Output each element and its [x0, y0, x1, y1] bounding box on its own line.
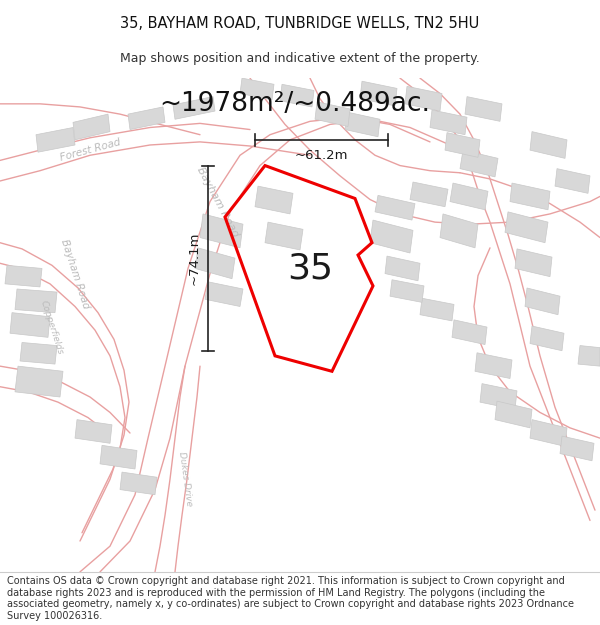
Polygon shape — [440, 214, 478, 248]
Text: ~1978m²/~0.489ac.: ~1978m²/~0.489ac. — [160, 91, 431, 117]
Text: Contains OS data © Crown copyright and database right 2021. This information is : Contains OS data © Crown copyright and d… — [7, 576, 574, 621]
Polygon shape — [173, 97, 215, 119]
Polygon shape — [505, 212, 548, 243]
Polygon shape — [480, 384, 517, 409]
Polygon shape — [530, 419, 567, 446]
Polygon shape — [530, 132, 567, 158]
Polygon shape — [555, 169, 590, 193]
Polygon shape — [370, 220, 413, 253]
Text: ~74.1m: ~74.1m — [187, 231, 200, 285]
Polygon shape — [390, 280, 424, 302]
Polygon shape — [73, 114, 110, 140]
Polygon shape — [460, 150, 498, 177]
Polygon shape — [495, 401, 532, 428]
Polygon shape — [560, 436, 594, 461]
Text: ~61.2m: ~61.2m — [295, 149, 348, 162]
Polygon shape — [345, 112, 380, 137]
Polygon shape — [128, 107, 165, 129]
Text: Bayham Road: Bayham Road — [196, 165, 241, 238]
Polygon shape — [475, 352, 512, 379]
Polygon shape — [410, 182, 448, 207]
Polygon shape — [385, 256, 420, 281]
Text: Forest Road: Forest Road — [59, 138, 121, 163]
Polygon shape — [120, 472, 157, 495]
Polygon shape — [75, 419, 112, 443]
Polygon shape — [20, 342, 57, 364]
Polygon shape — [255, 186, 293, 214]
Polygon shape — [205, 282, 243, 306]
Polygon shape — [36, 127, 75, 152]
Polygon shape — [375, 196, 415, 220]
Polygon shape — [200, 214, 243, 248]
Polygon shape — [578, 346, 600, 366]
Polygon shape — [530, 326, 564, 351]
Polygon shape — [10, 312, 50, 338]
Polygon shape — [195, 248, 235, 279]
Polygon shape — [280, 84, 314, 107]
Polygon shape — [360, 81, 397, 106]
Polygon shape — [525, 288, 560, 315]
Polygon shape — [430, 110, 467, 135]
Polygon shape — [15, 366, 63, 397]
Polygon shape — [315, 102, 350, 126]
Text: Map shows position and indicative extent of the property.: Map shows position and indicative extent… — [120, 52, 480, 65]
Text: 35, BAYHAM ROAD, TUNBRIDGE WELLS, TN2 5HU: 35, BAYHAM ROAD, TUNBRIDGE WELLS, TN2 5H… — [121, 16, 479, 31]
Polygon shape — [265, 222, 303, 250]
Polygon shape — [420, 298, 454, 321]
Text: Bayham Road: Bayham Road — [59, 238, 91, 309]
Polygon shape — [510, 183, 550, 210]
Polygon shape — [465, 97, 502, 121]
Text: Copperfields: Copperfields — [39, 299, 65, 356]
Polygon shape — [405, 86, 442, 111]
Polygon shape — [515, 249, 552, 277]
Polygon shape — [445, 132, 480, 158]
Polygon shape — [452, 320, 487, 344]
Text: Dukes Drive: Dukes Drive — [177, 451, 193, 507]
Polygon shape — [15, 289, 57, 312]
Polygon shape — [5, 266, 42, 287]
Polygon shape — [450, 183, 488, 210]
Polygon shape — [100, 446, 137, 469]
Polygon shape — [240, 78, 274, 100]
Text: 35: 35 — [287, 251, 333, 286]
